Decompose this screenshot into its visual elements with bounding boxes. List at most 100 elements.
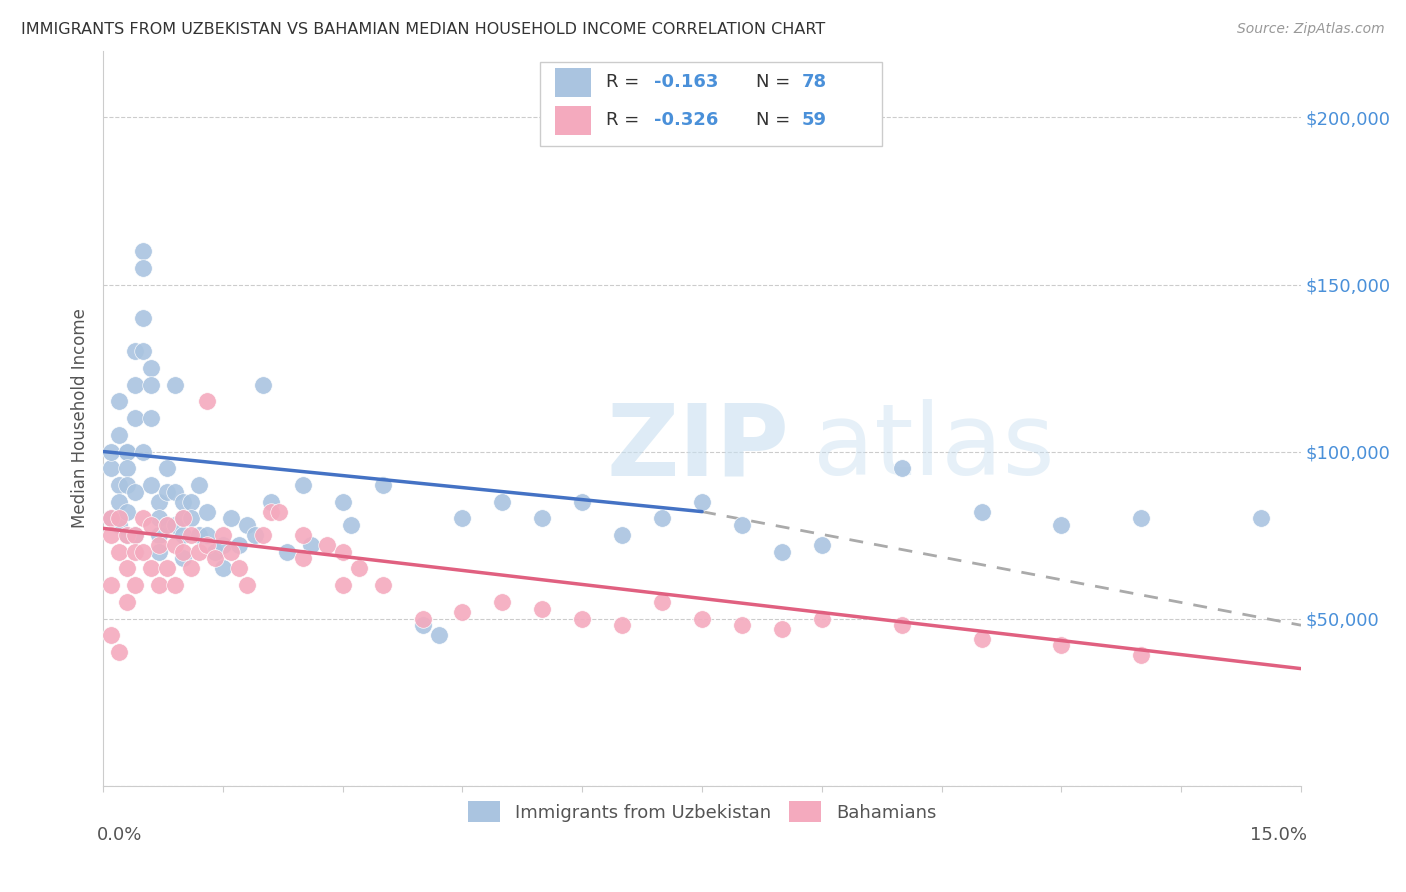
Point [612,528,634,542]
Point [1050,638,1073,652]
Point [212,561,235,575]
Text: N =: N = [756,73,796,91]
Point [148,494,170,508]
Point [124,545,146,559]
Point [188,478,211,492]
Point [172,528,194,542]
Point [132,545,155,559]
Point [571,611,593,625]
Text: R =: R = [606,112,645,129]
Point [108,545,131,559]
Point [276,545,298,559]
Point [139,478,162,492]
Point [148,538,170,552]
Point [100,511,122,525]
Text: ZIP: ZIP [606,399,789,496]
Point [890,461,912,475]
Point [195,528,218,542]
Point [115,561,138,575]
Point [156,561,179,575]
Point [690,494,713,508]
Point [139,518,162,533]
Point [427,628,450,642]
Point [139,377,162,392]
Point [180,528,202,542]
Point [188,528,211,542]
Point [132,511,155,525]
Point [148,578,170,592]
Point [347,561,370,575]
Point [132,344,155,359]
Point [124,344,146,359]
Point [139,411,162,425]
Y-axis label: Median Household Income: Median Household Income [72,308,89,528]
Point [299,538,322,552]
Point [180,494,202,508]
Point [124,411,146,425]
Point [260,505,283,519]
Point [148,545,170,559]
Point [1050,518,1073,533]
Point [212,538,235,552]
Point [219,545,242,559]
Point [100,511,122,525]
Point [204,551,226,566]
Text: 0.0%: 0.0% [97,826,142,844]
Point [332,494,354,508]
FancyBboxPatch shape [555,106,591,136]
Point [451,605,474,619]
Point [172,551,194,566]
Point [108,518,131,533]
Point [412,618,434,632]
Point [204,545,226,559]
Point [291,478,314,492]
Point [180,511,202,525]
Point [890,618,912,632]
Point [100,628,122,642]
Point [124,377,146,392]
Point [531,511,554,525]
Point [651,511,673,525]
Point [132,260,155,275]
Text: Source: ZipAtlas.com: Source: ZipAtlas.com [1237,22,1385,37]
Point [156,484,179,499]
Point [690,611,713,625]
Point [970,505,993,519]
Point [163,578,186,592]
Point [115,505,138,519]
Point [156,518,179,533]
Point [236,518,259,533]
Point [108,394,131,409]
Text: atlas: atlas [814,399,1054,496]
Point [491,595,513,609]
Point [148,511,170,525]
Text: -0.163: -0.163 [654,73,718,91]
Point [531,601,554,615]
Point [371,478,394,492]
Text: IMMIGRANTS FROM UZBEKISTAN VS BAHAMIAN MEDIAN HOUSEHOLD INCOME CORRELATION CHART: IMMIGRANTS FROM UZBEKISTAN VS BAHAMIAN M… [21,22,825,37]
Text: 78: 78 [801,73,827,91]
Point [1250,511,1272,525]
Point [291,528,314,542]
Point [163,518,186,533]
Legend: Immigrants from Uzbekistan, Bahamians: Immigrants from Uzbekistan, Bahamians [461,794,943,830]
Point [100,444,122,458]
Point [970,632,993,646]
Point [115,528,138,542]
Point [332,578,354,592]
Point [108,645,131,659]
Point [228,538,250,552]
Text: 15.0%: 15.0% [1250,826,1308,844]
Point [172,545,194,559]
Point [139,361,162,376]
Point [731,618,754,632]
Point [651,595,673,609]
Point [148,528,170,542]
Point [100,578,122,592]
Point [139,561,162,575]
FancyBboxPatch shape [540,62,882,146]
Point [108,478,131,492]
Point [132,310,155,325]
Point [132,444,155,458]
Text: R =: R = [606,73,645,91]
